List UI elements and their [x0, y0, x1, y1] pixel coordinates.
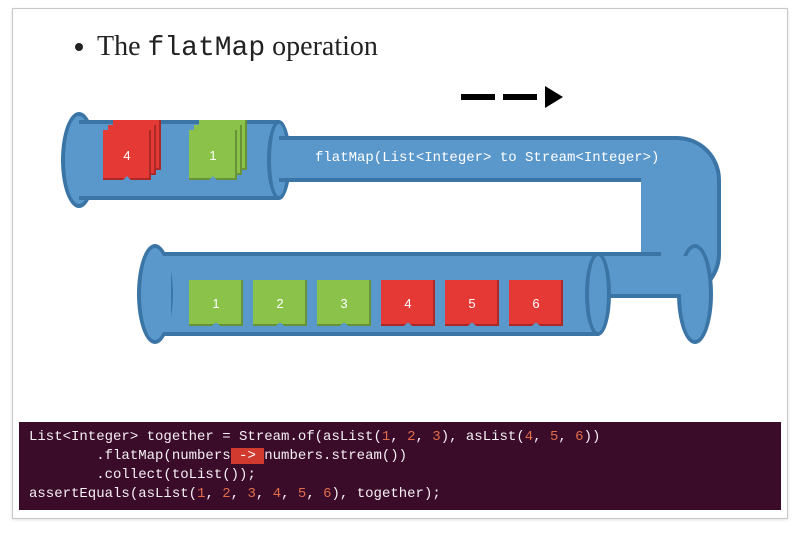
code-text: List<Integer> together = Stream.of(asLis…	[29, 429, 382, 445]
source-stack: 1	[189, 130, 237, 180]
code-block: List<Integer> together = Stream.of(asLis…	[19, 422, 781, 510]
flatmap-diagram: flatMap(List<Integer> to Stream<Integer>…	[41, 92, 741, 362]
code-number: 3	[432, 429, 440, 445]
code-text: numbers.stream())	[264, 448, 407, 464]
result-card: 1	[189, 280, 243, 326]
arrow-head-icon	[545, 86, 563, 108]
title-prefix: The	[97, 31, 148, 62]
code-number: 2	[222, 486, 230, 502]
slide-title: The flatMap operation	[75, 31, 759, 64]
seam-cover-4	[157, 256, 171, 332]
arrow-dash	[503, 94, 537, 100]
code-number: 4	[525, 429, 533, 445]
code-number: 3	[247, 486, 255, 502]
card-label: 5	[468, 296, 475, 311]
code-text: ), together);	[332, 486, 441, 502]
card-label: 1	[212, 296, 219, 311]
code-text: ,	[281, 486, 298, 502]
result-card: 3	[317, 280, 371, 326]
code-text: ,	[256, 486, 273, 502]
arrow-dash	[461, 94, 495, 100]
result-card: 2	[253, 280, 307, 326]
card: 1	[189, 130, 237, 180]
bullet-icon	[75, 43, 83, 51]
code-line: assertEquals(asList(1, 2, 3, 4, 5, 6), t…	[29, 485, 771, 504]
card-label: 4	[404, 296, 411, 311]
code-text: assertEquals(asList(	[29, 486, 197, 502]
card: 4	[103, 130, 151, 180]
seam-cover-3	[671, 256, 691, 294]
result-card: 6	[509, 280, 563, 326]
code-text: ,	[415, 429, 432, 445]
tube-label: flatMap(List<Integer> to Stream<Integer>…	[315, 150, 659, 166]
code-number: 1	[382, 429, 390, 445]
code-line: .flatMap(numbers -> numbers.stream())	[29, 447, 771, 466]
code-number: 6	[575, 429, 583, 445]
code-line: .collect(toList());	[29, 466, 771, 485]
card-label: 2	[276, 296, 283, 311]
bottom-tube-right-ellipse	[585, 252, 611, 336]
code-text: ,	[558, 429, 575, 445]
code-text: .collect(toList());	[96, 467, 256, 483]
code-number: 6	[323, 486, 331, 502]
code-line: List<Integer> together = Stream.of(asLis…	[29, 428, 771, 447]
card-label: 6	[532, 296, 539, 311]
slide-frame: The flatMap operation flatMap(List<Integ…	[12, 8, 788, 519]
code-text: ,	[306, 486, 323, 502]
result-card: 5	[445, 280, 499, 326]
flow-arrow-icon	[461, 86, 563, 108]
code-text: ))	[584, 429, 601, 445]
result-card: 4	[381, 280, 435, 326]
title-mono: flatMap	[148, 33, 266, 64]
code-text: ), asList(	[441, 429, 525, 445]
code-text: ,	[231, 486, 248, 502]
card-label: 4	[123, 148, 130, 163]
code-text: .flatMap(numbers	[96, 448, 230, 464]
code-highlight: ->	[231, 448, 265, 464]
title-suffix: operation	[265, 31, 378, 62]
code-text: ,	[390, 429, 407, 445]
code-text: ,	[533, 429, 550, 445]
code-text: ,	[205, 486, 222, 502]
card-label: 1	[209, 148, 216, 163]
code-number: 4	[273, 486, 281, 502]
source-stack: 4	[103, 130, 151, 180]
card-label: 3	[340, 296, 347, 311]
